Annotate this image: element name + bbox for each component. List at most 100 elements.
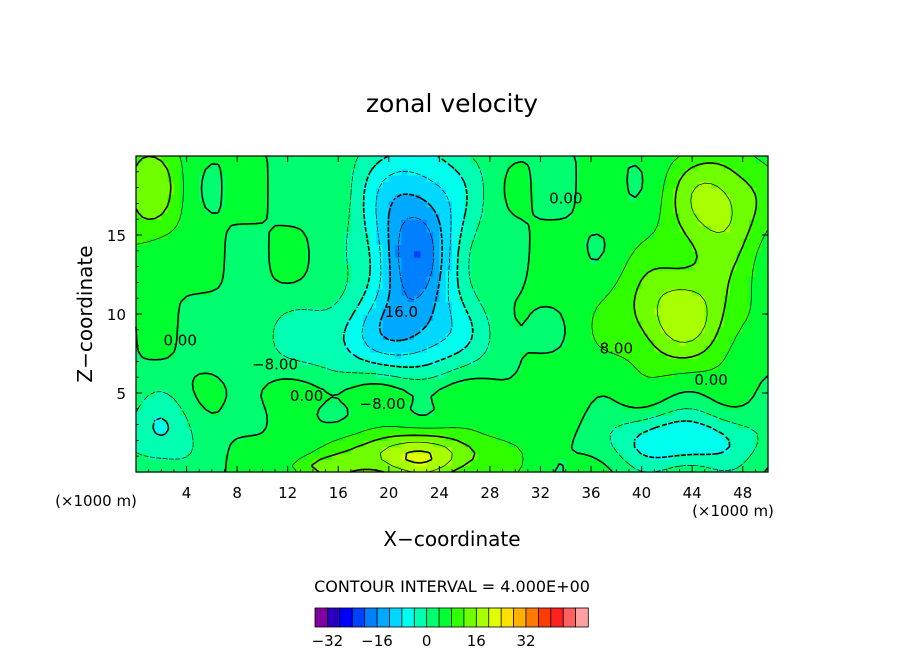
field-cell (407, 269, 415, 277)
field-cell (445, 351, 453, 359)
field-cell (161, 193, 169, 201)
field-cell (521, 434, 529, 441)
field-cell (262, 301, 270, 309)
field-cell (401, 200, 409, 208)
field-cell (553, 156, 561, 163)
field-cell (559, 295, 567, 302)
field-cell (723, 427, 731, 435)
field-cell (230, 389, 238, 397)
field-cell (312, 332, 320, 340)
field-cell (281, 415, 289, 423)
field-cell (262, 263, 270, 271)
field-cell (761, 402, 769, 410)
field-cell (527, 345, 535, 353)
field-cell (243, 320, 251, 328)
field-cell (673, 339, 681, 347)
field-cell (641, 314, 649, 321)
field-cell (540, 181, 548, 189)
field-cell (433, 446, 440, 454)
field-cell (401, 440, 409, 448)
field-cell (414, 396, 421, 404)
field-cell (717, 162, 725, 170)
field-cell (572, 206, 579, 214)
field-cell (388, 219, 396, 227)
field-cell (376, 276, 384, 283)
field-cell (180, 244, 188, 252)
field-cell (458, 238, 466, 246)
field-cell (647, 206, 655, 214)
field-cell (388, 307, 396, 315)
field-cell (414, 219, 421, 227)
field-cell (224, 459, 232, 467)
field-cell (616, 225, 624, 233)
field-cell (470, 162, 478, 170)
field-cell (180, 314, 188, 321)
field-cell (388, 421, 396, 429)
field-cell (388, 162, 396, 170)
field-cell (211, 231, 219, 239)
field-cell (742, 257, 750, 265)
field-cell (268, 181, 276, 189)
field-cell (294, 162, 301, 170)
field-cell (262, 181, 270, 189)
field-cell (281, 200, 289, 208)
field-cell (508, 181, 516, 189)
field-cell (717, 231, 725, 239)
field-cell (660, 459, 668, 467)
field-cell (704, 408, 712, 416)
field-cell (312, 408, 320, 416)
field-cell (281, 351, 289, 359)
field-cell (173, 339, 181, 347)
field-cell (692, 187, 700, 195)
field-cell (749, 389, 756, 397)
field-cell (584, 263, 592, 271)
field-cell (521, 250, 529, 258)
field-cell (559, 320, 567, 328)
field-cell (647, 269, 655, 277)
field-cell (167, 415, 175, 423)
field-cell (382, 421, 390, 429)
field-cell (300, 307, 308, 315)
field-cell (527, 465, 535, 473)
field-cell (666, 459, 674, 467)
field-cell (186, 187, 194, 195)
field-cell (224, 408, 232, 416)
field-cell (199, 231, 207, 239)
field-cell (237, 389, 245, 397)
field-cell (666, 276, 674, 283)
field-cell (736, 295, 744, 302)
field-cell (704, 389, 712, 397)
field-cell (704, 459, 712, 467)
field-cell (420, 263, 428, 271)
field-cell (515, 219, 523, 227)
field-cell (464, 162, 472, 170)
field-cell (477, 332, 485, 340)
field-cell (268, 250, 276, 258)
field-cell (578, 168, 586, 176)
field-cell (344, 276, 352, 283)
field-cell (294, 295, 301, 302)
field-cell (445, 314, 453, 321)
field-cell (540, 200, 548, 208)
field-cell (331, 295, 339, 302)
field-cell (521, 156, 529, 163)
field-cell (338, 370, 346, 378)
field-cell (338, 200, 346, 208)
field-cell (338, 250, 346, 258)
field-cell (439, 269, 447, 277)
field-cell (154, 168, 162, 176)
field-cell (546, 453, 554, 460)
field-cell (698, 244, 706, 252)
field-cell (647, 440, 655, 448)
field-cell (445, 269, 453, 277)
field-cell (237, 364, 245, 372)
field-cell (654, 320, 662, 328)
field-cell (641, 358, 649, 366)
field-cell (388, 377, 396, 385)
field-cell (572, 219, 579, 227)
field-cell (331, 187, 339, 195)
field-cell (641, 364, 649, 372)
field-cell (458, 200, 466, 208)
field-cell (679, 162, 687, 170)
field-cell (287, 465, 295, 473)
